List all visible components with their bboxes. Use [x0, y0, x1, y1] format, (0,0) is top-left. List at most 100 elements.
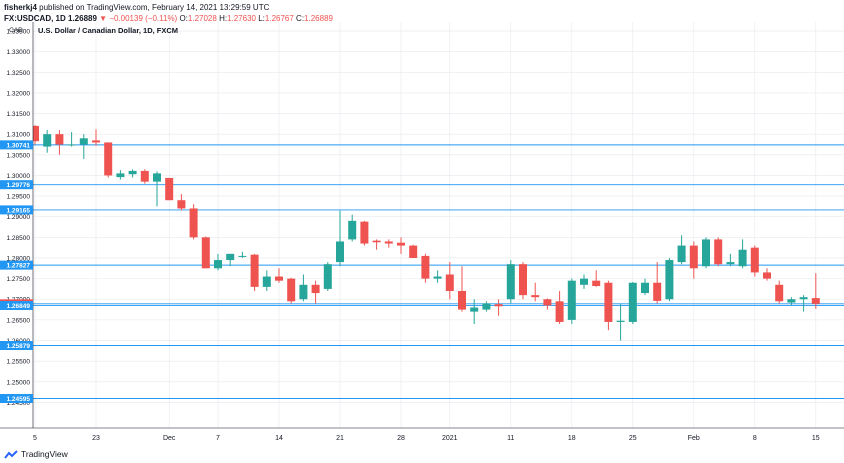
candle-body — [384, 241, 393, 244]
candle-body — [811, 298, 820, 304]
candle-body — [702, 239, 710, 267]
price-tick-label: 1.28000 — [7, 255, 31, 262]
candle-body — [250, 254, 259, 287]
brand-name[interactable]: TradingView — [21, 449, 68, 459]
publish-line: fisherkj4 published on TradingView.com, … — [4, 2, 333, 13]
chart-header: fisherkj4 published on TradingView.com, … — [4, 2, 333, 24]
time-tick-label: 15 — [812, 435, 820, 442]
time-tick-label: 25 — [629, 435, 637, 442]
price-tick-label: 1.25000 — [7, 379, 31, 386]
price-tick-label: 1.29000 — [7, 214, 31, 221]
time-tick-label: 28 — [397, 435, 405, 442]
level-label-box — [0, 260, 33, 270]
candle-body — [214, 260, 222, 269]
candle-body — [592, 280, 601, 287]
close-value: 1.26889 — [304, 14, 333, 23]
level-label-box — [0, 341, 33, 351]
price-tick-label: 1.32500 — [7, 70, 31, 77]
candle-body — [787, 299, 796, 303]
time-tick-label: 14 — [275, 435, 283, 442]
level-label-box — [0, 180, 33, 190]
candle-body — [653, 282, 662, 301]
candle-body — [128, 170, 137, 175]
publish-info: published on TradingView.com, February 1… — [39, 3, 270, 12]
level-label-box — [0, 300, 33, 310]
candle-body — [201, 237, 210, 269]
price-tick-label: 1.24500 — [7, 400, 31, 407]
candle-body — [494, 304, 503, 307]
time-tick-label: 18 — [568, 435, 576, 442]
candle-body — [799, 297, 808, 300]
candle-body — [604, 282, 613, 322]
candle-body — [189, 208, 198, 238]
candle-body — [506, 264, 515, 300]
candle-body — [177, 200, 186, 209]
candle-body — [287, 278, 296, 302]
time-axis[interactable]: 5 23 Dec 7 14 21 28 2021 11 18 25 Feb 8 15 — [33, 435, 820, 442]
price-tick-label: 1.27500 — [7, 276, 31, 283]
price-tick-label: 1.29500 — [7, 194, 31, 201]
chart-title: U.S. Dollar / Canadian Dollar, 1D, FXCM — [38, 26, 178, 35]
candle-body — [348, 220, 357, 240]
price-tick-label: 1.28500 — [7, 235, 31, 242]
chart-area[interactable]: 1.33500 1.33000 1.32500 1.32000 1.31500 1.310… — [0, 22, 844, 443]
candle-body — [153, 173, 161, 182]
candle-body — [616, 320, 625, 322]
candle-body — [336, 241, 344, 263]
candle-body — [397, 242, 405, 246]
time-tick-label: 2021 — [442, 435, 458, 442]
candle-body — [116, 173, 125, 178]
candle-body — [323, 264, 332, 289]
level-label-box — [0, 205, 33, 215]
candle-body — [140, 170, 149, 182]
candle-body — [409, 245, 418, 258]
level-label-box — [0, 140, 33, 150]
candle-body — [763, 272, 771, 279]
price-tick-label: 1.31000 — [7, 132, 31, 139]
time-tick-label: Feb — [688, 435, 700, 442]
gridlines — [33, 22, 844, 428]
time-tick-label: Dec — [163, 435, 176, 442]
level-label: 1.29165 — [7, 207, 31, 214]
price-tick-label: 1.30000 — [7, 173, 31, 180]
publisher-name[interactable]: fisherkj4 — [4, 3, 37, 12]
candle-body — [714, 239, 723, 265]
tradingview-logo-icon — [4, 449, 18, 459]
price-axis-background — [0, 22, 33, 428]
price-tick-label: 1.32000 — [7, 90, 31, 97]
candle-body — [311, 284, 320, 294]
candle-body — [775, 284, 784, 302]
time-tick-label: 11 — [507, 435, 514, 442]
candle-body — [580, 278, 588, 285]
level-label: 1.24595 — [7, 396, 31, 403]
time-tick-label: 5 — [33, 435, 37, 442]
time-tick-label: 7 — [216, 435, 220, 442]
level-label: 1.27827 — [7, 263, 31, 270]
candle-body — [665, 260, 674, 300]
price-change: −0.00139 (−0.11%) — [109, 14, 178, 23]
candle-body — [433, 276, 442, 279]
candle-body — [55, 134, 64, 145]
candle-body — [67, 144, 76, 146]
footer: TradingView — [4, 449, 68, 459]
candle-body — [689, 245, 698, 269]
symbol-info: FX:USDCAD, 1D 1.26889 — [4, 14, 97, 23]
price-tick-label: 1.25500 — [7, 359, 31, 366]
candle-body — [555, 301, 564, 322]
price-tick-label: 1.33000 — [7, 49, 31, 56]
level-label: 1.30741 — [7, 142, 31, 149]
candle-body — [519, 264, 527, 296]
time-tick-label: 23 — [92, 435, 100, 442]
candle-body — [628, 282, 637, 322]
level-label: 1.25879 — [7, 343, 31, 350]
close-label: C: — [296, 14, 305, 23]
level-label: 1.29776 — [7, 182, 31, 189]
candle-body — [531, 295, 540, 298]
candles — [31, 125, 820, 341]
candlestick-chart[interactable]: 1.33500 1.33000 1.32500 1.32000 1.31500 1.310… — [0, 22, 844, 443]
candle-body — [567, 280, 576, 320]
low-label: L: — [258, 14, 265, 23]
level-label: 1.26849 — [7, 303, 31, 310]
ohlc-line: FX:USDCAD, 1D 1.26889 ▼ −0.00139 (−0.11%… — [4, 13, 333, 24]
candle-body — [165, 177, 174, 201]
